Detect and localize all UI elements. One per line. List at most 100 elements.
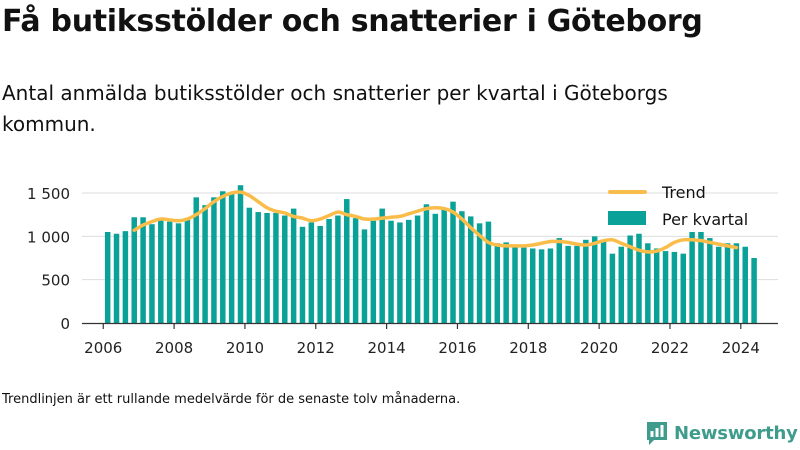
y-tick-label: 1 500 xyxy=(27,185,70,203)
bar xyxy=(733,243,740,323)
bar xyxy=(193,197,199,323)
bar xyxy=(122,231,129,323)
bar xyxy=(724,243,731,323)
x-tick-label: 2008 xyxy=(155,339,193,357)
bars xyxy=(104,185,757,323)
trend-line xyxy=(132,190,739,254)
bar xyxy=(397,222,403,323)
bar xyxy=(512,246,518,323)
bar xyxy=(556,238,563,323)
bar xyxy=(220,191,226,323)
bar xyxy=(388,220,394,323)
footnote: Trendlinjen är ett rullande medelvärde f… xyxy=(2,392,461,407)
bar xyxy=(273,212,279,323)
legend: Trend Per kvartal xyxy=(608,183,748,229)
x-tick-label: 2024 xyxy=(722,339,760,357)
bar xyxy=(653,248,660,323)
bar xyxy=(255,212,261,323)
bar xyxy=(583,239,589,323)
bar xyxy=(707,238,713,323)
bar xyxy=(379,208,385,323)
bar xyxy=(715,246,722,323)
newsworthy-logo-icon xyxy=(647,422,667,445)
bar xyxy=(131,217,137,323)
bar xyxy=(459,211,465,323)
bar xyxy=(529,248,536,323)
bar-chart: 0 500 1 000 1 500 2006 2008 2010 2012 2014 2016 2… xyxy=(27,183,778,357)
legend-trend-label: Trend xyxy=(661,183,706,202)
bar xyxy=(698,232,704,323)
bar xyxy=(574,245,580,323)
bar xyxy=(680,253,686,323)
bar xyxy=(344,199,350,323)
bar xyxy=(521,247,527,323)
bar xyxy=(503,242,509,323)
bar xyxy=(113,233,120,323)
bar xyxy=(450,201,456,323)
x-tick-label: 2006 xyxy=(84,339,122,357)
bar xyxy=(627,235,633,323)
bar xyxy=(406,219,412,323)
chart-title: Få butiksstölder och snatterier i Götebo… xyxy=(2,4,703,39)
bar xyxy=(441,209,447,323)
x-tick-label: 2014 xyxy=(368,339,406,357)
bar xyxy=(104,232,111,323)
bar xyxy=(228,192,235,323)
bar xyxy=(149,224,155,323)
bar xyxy=(184,218,191,323)
x-tick-label: 2010 xyxy=(226,339,264,357)
bar xyxy=(662,251,669,323)
legend-bar-label: Per kvartal xyxy=(662,210,748,229)
brand-logo[interactable]: Newsworthy xyxy=(645,420,798,446)
bar xyxy=(361,229,368,323)
bar xyxy=(326,219,332,323)
bar xyxy=(414,215,421,323)
bar xyxy=(166,221,173,323)
bar xyxy=(299,226,306,323)
bar xyxy=(467,216,474,323)
bar xyxy=(370,220,377,323)
bar xyxy=(591,236,598,323)
bar xyxy=(237,185,244,323)
bar xyxy=(671,251,678,323)
bar xyxy=(202,205,208,323)
bar xyxy=(246,207,253,323)
brand-name: Newsworthy xyxy=(674,422,798,444)
bar xyxy=(317,225,323,323)
x-tick-label: 2016 xyxy=(438,339,476,357)
x-tick-label: 2022 xyxy=(651,339,689,357)
bar xyxy=(600,240,607,323)
x-tick-label: 2018 xyxy=(509,339,547,357)
bar xyxy=(335,215,341,323)
bar xyxy=(476,223,483,323)
y-tick-label: 500 xyxy=(41,272,70,290)
bar xyxy=(432,213,439,323)
bar xyxy=(547,248,554,323)
bar xyxy=(645,243,651,323)
bar xyxy=(494,243,501,323)
bar xyxy=(618,246,625,323)
bar xyxy=(751,258,757,323)
bar xyxy=(538,249,545,323)
bar xyxy=(352,218,359,323)
y-tick-label: 1 000 xyxy=(27,228,70,246)
bar xyxy=(158,219,164,323)
bar xyxy=(742,246,748,323)
bar xyxy=(485,221,492,323)
bar xyxy=(140,217,146,323)
bar xyxy=(308,222,315,323)
bar xyxy=(609,253,616,323)
bar xyxy=(423,204,430,323)
bar xyxy=(211,197,217,323)
legend-bar-swatch xyxy=(608,211,646,225)
bar xyxy=(565,245,571,323)
bar xyxy=(264,212,270,323)
bar xyxy=(282,215,288,323)
bar xyxy=(290,208,297,323)
y-axis-ticks: 0 500 1 000 1 500 xyxy=(27,185,70,333)
y-tick-label: 0 xyxy=(60,315,70,333)
x-tick-label: 2012 xyxy=(297,339,335,357)
bar xyxy=(175,223,182,323)
x-tick-label: 2020 xyxy=(580,339,618,357)
bar xyxy=(689,232,695,323)
